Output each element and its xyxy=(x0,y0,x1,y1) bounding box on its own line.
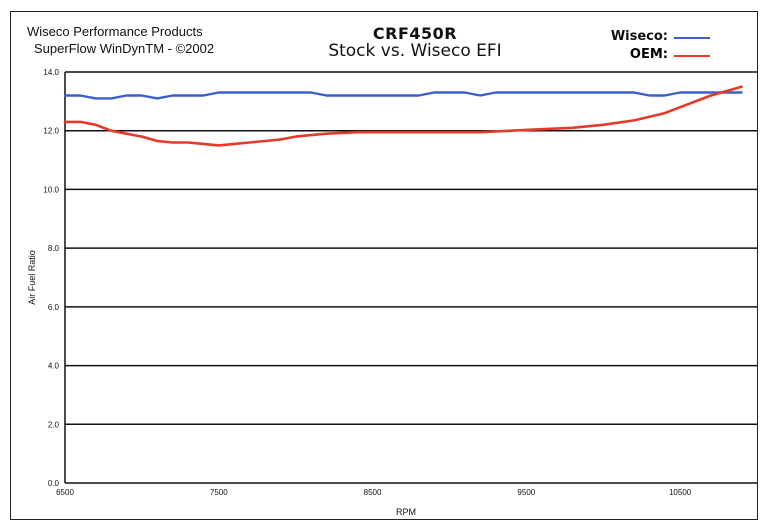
y-tick-label: 10.0 xyxy=(43,185,59,194)
legend-swatch-wiseco xyxy=(674,37,710,39)
x-tick-label: 6500 xyxy=(56,488,74,497)
y-tick-label: 14.0 xyxy=(43,68,59,77)
y-axis-label: Air Fuel Ratio xyxy=(27,250,37,305)
y-tick-label: 2.0 xyxy=(48,420,60,429)
legend-label-oem: OEM: xyxy=(629,47,668,62)
x-axis-label: RPM xyxy=(396,507,416,517)
y-tick-label: 8.0 xyxy=(48,244,60,253)
x-tick-label: 8500 xyxy=(364,488,382,497)
x-tick-label: 7500 xyxy=(210,488,228,497)
y-tick-label: 4.0 xyxy=(48,362,60,371)
y-tick-label: 12.0 xyxy=(43,127,59,136)
brand-line-1: Wiseco Performance Products xyxy=(27,24,203,39)
chart-title: CRF450R xyxy=(372,24,458,43)
chart-subtitle: Stock vs. Wiseco EFI xyxy=(328,41,502,61)
series-line-oem xyxy=(63,85,743,147)
x-tick-label: 9500 xyxy=(517,488,535,497)
legend-label-wiseco: Wiseco: xyxy=(610,29,668,44)
series-line-wiseco xyxy=(63,91,743,100)
x-tick-label: 10500 xyxy=(669,488,692,497)
legend-swatch-oem xyxy=(674,55,710,57)
y-tick-label: 6.0 xyxy=(48,303,60,312)
y-tick-label: 0.0 xyxy=(48,479,60,488)
brand-line-2: SuperFlow WinDynTM - ©2002 xyxy=(34,41,215,56)
